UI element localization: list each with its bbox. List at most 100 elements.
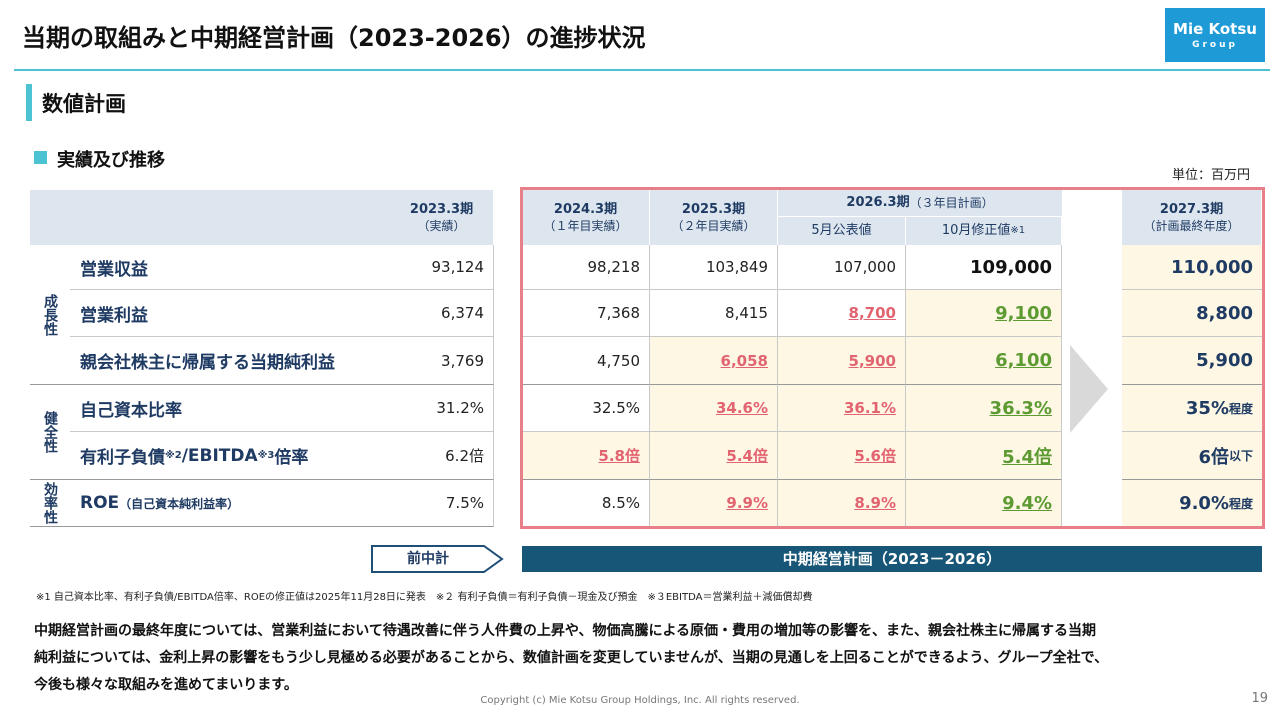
value-cell: 5,900 [1122,337,1262,385]
label-part: ROE [80,493,120,513]
header-period: 2024.3期 [553,201,618,217]
row-label: 有利子負債 ※2/EBITDA ※3 倍率 [70,432,390,480]
header-period: 2025.3期 [681,201,746,217]
value-cell: 5.4倍 [906,432,1062,480]
value-part: 9.9% [726,494,768,512]
title-rule [14,69,1270,71]
header-cell: 5月公表値 [778,217,906,245]
row-label: 親会社株主に帰属する当期純利益 [70,337,390,385]
logo: Mie Kotsu Group [1165,8,1265,62]
value-part: 8.5% [601,494,640,512]
value-cell: 5.6倍 [778,432,906,480]
header-note: （３年目計画） [909,195,994,210]
value-part: 以下 [1228,449,1253,463]
label-part: 有利子負債 [80,448,165,468]
value-part: 7,368 [597,304,640,322]
value-cell: 93,124 [390,245,494,290]
logo-text: Mie Kotsu [1173,20,1257,38]
value-cell: 107,000 [778,245,906,290]
label-part: 親会社株主に帰属する当期純利益 [80,353,335,373]
value-cell: 7,368 [522,290,650,337]
label-part: ※2 [165,450,182,461]
header-cell: 2024.3期 （１年目実績） [522,190,650,245]
header-cell: 10月修正値 ※1 [906,217,1062,245]
value-cell: 6.2倍 [390,432,494,480]
header-period: 2023.3期 [409,201,474,217]
header-cell: 2025.3期 （２年目実績） [650,190,778,245]
value-cell: 6,058 [650,337,778,385]
copyright: Copyright (c) Mie Kotsu Group Holdings, … [480,695,800,706]
value-cell: 36.3% [906,385,1062,432]
value-part: 93,124 [431,258,485,276]
value-cell: 36.1% [778,385,906,432]
header-sub: 5月公表値 [811,223,872,239]
value-part: 6,058 [720,351,768,370]
prev-plan-shape [371,545,504,573]
value-part: 36.1% [843,399,896,417]
header-sub: 10月修正値 [941,223,1011,239]
value-cell: 35% 程度 [1122,385,1262,432]
prev-plan-label: 前中計 [407,551,449,567]
value-part: 6,100 [995,350,1052,371]
value-part: 程度 [1228,496,1253,511]
label-part: 営業収益 [80,259,148,280]
value-part: 3,769 [441,351,484,370]
value-part: 4,750 [597,351,640,370]
header-sub: ※1 [1010,225,1026,237]
row-label: ROE （自己資本純利益率） [70,480,390,527]
header-note: （２年目実績） [671,219,756,234]
value-cell: 31.2% [390,385,494,432]
value-part: 5,900 [1196,350,1253,371]
value-cell: 8,700 [778,290,906,337]
value-part: 5.4倍 [726,447,768,465]
value-cell: 9.0% 程度 [1122,480,1262,527]
value-cell: 7.5% [390,480,494,527]
value-cell: 5.8倍 [522,432,650,480]
header-cell: 2027.3期 （計画最終年度） [1122,190,1262,245]
row-label: 自己資本比率 [70,385,390,432]
value-part: 31.2% [436,399,484,417]
header-note: （計画最終年度） [1143,219,1240,234]
label-part: 自己資本比率 [80,400,182,421]
value-part: 9.4% [1002,492,1052,514]
value-part: 34.6% [715,399,768,417]
prev-plan-tag [371,545,504,573]
value-part: 7.5% [445,494,484,512]
value-part: 8,700 [848,304,896,322]
row-label: 営業利益 [70,290,390,337]
value-cell: 5.4倍 [650,432,778,480]
arrow [1070,345,1108,433]
value-part: 5,900 [848,351,896,370]
value-cell: 6,100 [906,337,1062,385]
body-line: 純利益については、金利上昇の影響をもう少し見極める必要があることから、数値計画を… [34,650,1109,666]
value-part: 6.2倍 [445,447,484,465]
plan-outline [520,187,1265,529]
header-note: （１年目実績） [543,219,628,234]
section-bar [26,84,32,121]
bullet [34,151,47,164]
body-text: 中期経営計画の最終年度については、営業利益において待遇改善に伴う人件費の上昇や、… [34,618,1108,699]
value-part: 36.3% [989,397,1052,419]
value-part: 5.4倍 [1002,446,1052,468]
header-cell [30,190,390,245]
value-cell: 8,415 [650,290,778,337]
value-cell: 34.6% [650,385,778,432]
value-part: 35% [1185,397,1229,419]
value-part: 8,800 [1196,302,1253,324]
value-part: 107,000 [833,258,896,276]
header-period: 2026.3期 [846,195,910,211]
logo-sub: Group [1192,40,1238,50]
value-cell: 109,000 [906,245,1062,290]
value-cell: 98,218 [522,245,650,290]
value-cell: 8,800 [1122,290,1262,337]
group-label: 成長性 [30,245,70,385]
value-cell: 32.5% [522,385,650,432]
header-period: 2027.3期 [1159,201,1224,217]
value-cell: 9.4% [906,480,1062,527]
value-cell: 8.9% [778,480,906,527]
value-cell: 6,374 [390,290,494,337]
value-cell: 9.9% [650,480,778,527]
body-line: 今後も様々な取組みを進めてまいります。 [34,677,298,693]
group-label: 健全性 [30,385,70,480]
value-part: 98,218 [587,258,641,276]
